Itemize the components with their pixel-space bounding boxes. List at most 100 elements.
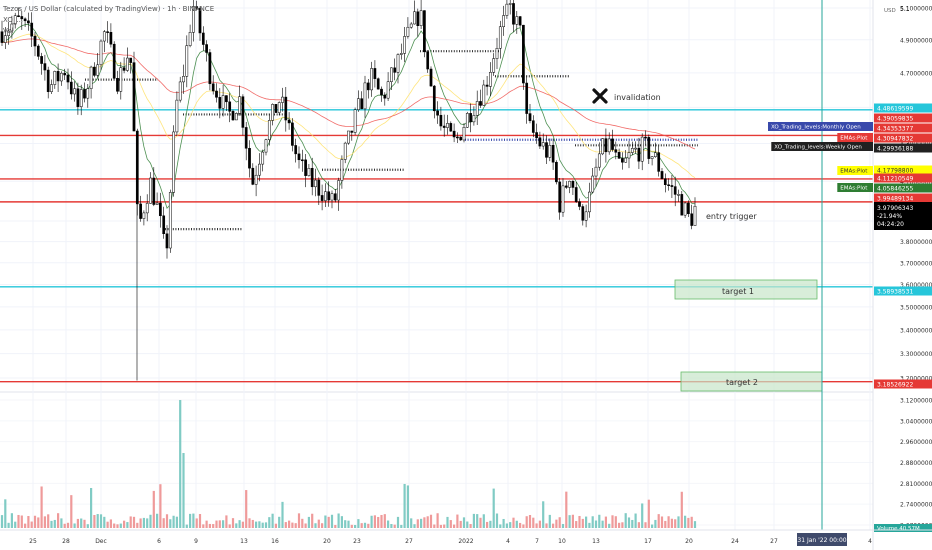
volume-tick-label: 2.96000000 xyxy=(900,439,932,446)
candle-body xyxy=(221,95,225,109)
x-cross-icon xyxy=(592,88,608,104)
candle-body xyxy=(218,97,222,109)
volume-bar xyxy=(202,524,205,528)
volume-bar xyxy=(690,516,693,528)
volume-bar xyxy=(255,521,258,528)
candle-body xyxy=(274,104,278,113)
volume-bar xyxy=(129,516,132,528)
candle-body xyxy=(403,36,406,54)
volume-bar xyxy=(30,521,33,528)
volume-bar xyxy=(519,522,522,528)
volume-bar xyxy=(218,520,221,528)
volume-bar xyxy=(258,521,261,528)
target-boxes[interactable]: target 1 target 2 xyxy=(674,279,823,392)
volume-bar xyxy=(604,516,607,528)
volume-bar xyxy=(357,519,360,528)
candle-body xyxy=(271,104,274,121)
candle-body xyxy=(663,178,667,185)
candle-body xyxy=(436,110,439,116)
volume-bar xyxy=(347,520,350,528)
candle-body xyxy=(112,43,116,79)
volume-bar xyxy=(278,516,281,528)
volume-bar xyxy=(406,485,409,528)
candle-body xyxy=(561,185,565,213)
indicator-row[interactable]: XO_... xyxy=(3,16,24,24)
candle-body xyxy=(294,145,298,155)
candle-body xyxy=(548,144,552,158)
volume-bar xyxy=(512,517,515,528)
candle-body xyxy=(690,213,694,226)
volume-bar xyxy=(618,522,621,528)
volume-bar xyxy=(37,517,40,528)
candle-body xyxy=(383,94,387,99)
candle-body xyxy=(225,95,228,103)
volume-bar xyxy=(637,522,640,528)
candles xyxy=(0,0,697,381)
candle-body xyxy=(588,191,591,213)
volume-bar xyxy=(106,521,109,528)
price-axis[interactable]: 5.100000004.900000004.700000004.50000000… xyxy=(768,0,932,550)
volume-bar xyxy=(297,513,301,528)
symbol-title[interactable]: Tezos / US Dollar (calculated by Trading… xyxy=(3,5,215,13)
candle-body xyxy=(439,114,443,127)
time-tick-label: 24 xyxy=(731,538,739,545)
candle-body xyxy=(208,52,212,85)
volume-bar xyxy=(324,515,327,528)
candle-body xyxy=(630,148,634,153)
candle-body xyxy=(617,152,621,159)
volume-bar xyxy=(387,520,390,528)
volume-bar xyxy=(644,522,647,528)
candle-body xyxy=(129,57,133,63)
candle-body xyxy=(541,142,545,147)
time-tick-label: 20 xyxy=(685,538,693,545)
volume-bar xyxy=(337,513,340,528)
volume-bar xyxy=(264,522,268,528)
candle-body xyxy=(601,138,604,155)
volume-bar xyxy=(327,516,330,528)
candle-body xyxy=(307,168,311,176)
candle-body xyxy=(607,138,611,153)
volume-bar xyxy=(614,516,617,528)
candle-body xyxy=(53,71,57,85)
price-badge-label: 4.29936188 xyxy=(877,146,913,153)
volume-bar xyxy=(674,519,677,528)
volume-bar xyxy=(288,520,291,528)
price-badge-label: 3.99489134 xyxy=(877,196,913,203)
price-tick-label: 5.10000000 xyxy=(900,6,932,13)
volume-bar xyxy=(132,516,136,528)
candle-body xyxy=(159,202,162,217)
volume-label[interactable]: Vol xyxy=(3,27,14,35)
candle-body xyxy=(347,130,350,144)
time-tick-label: 4 xyxy=(868,538,872,545)
volume-bar xyxy=(571,514,574,528)
candle-body xyxy=(677,194,680,196)
time-axis[interactable]: 25 28 Dec 6 9 13 16 20 23 27 2022 4 7 10 13 17 20 24 27 4 xyxy=(0,529,932,545)
volume-bar xyxy=(641,503,644,528)
candle-body xyxy=(337,180,340,201)
candle-body xyxy=(324,191,327,201)
candle-body xyxy=(551,144,555,163)
volume-bar xyxy=(545,523,548,528)
time-tick-label: 9 xyxy=(194,538,198,545)
candle-body xyxy=(149,177,152,204)
volume-bar xyxy=(109,519,112,528)
volume-bar xyxy=(86,524,89,528)
candle-body xyxy=(399,53,403,55)
current-price-change: -21.94% xyxy=(877,213,902,220)
candle-body xyxy=(333,193,337,201)
candle-body xyxy=(498,26,502,49)
candle-body xyxy=(640,136,644,162)
volume-bar xyxy=(538,520,541,528)
volume-bar xyxy=(7,522,10,528)
price-tick-label: 4.70000000 xyxy=(900,70,932,77)
ema-fast-line xyxy=(1,23,696,209)
candle-body xyxy=(314,179,317,188)
candle-body xyxy=(621,158,624,163)
candle-body xyxy=(459,136,463,141)
time-tick-label: 13 xyxy=(592,538,600,545)
volume-bar xyxy=(456,514,459,528)
candle-body xyxy=(581,206,585,221)
candle-body xyxy=(83,89,86,99)
volume-bar xyxy=(231,518,235,528)
